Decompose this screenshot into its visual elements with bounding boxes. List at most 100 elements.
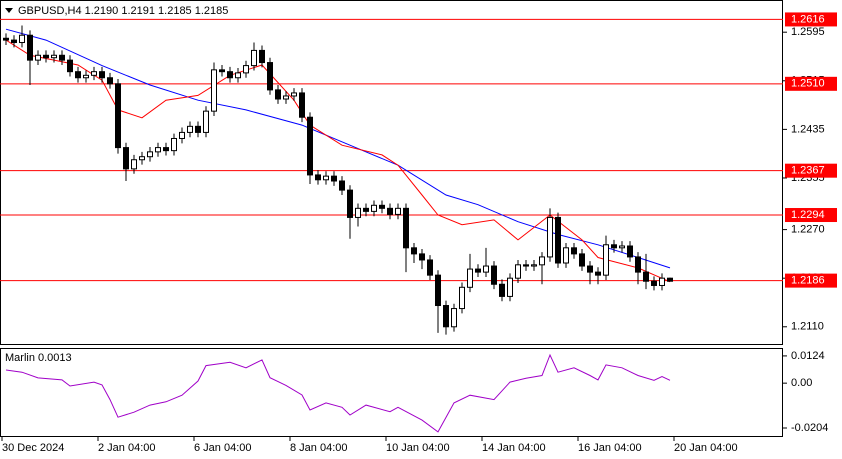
candle-body <box>627 245 633 258</box>
candle-body <box>371 204 377 212</box>
level-label: 1.2294 <box>791 209 825 221</box>
level-label-box <box>785 76 837 91</box>
indicator-title: Marlin 0.0013 <box>5 352 72 364</box>
candle-body <box>611 244 617 249</box>
candle-body <box>475 268 481 273</box>
y-tick-label: -0.0204 <box>791 422 828 434</box>
candle-body <box>155 147 161 153</box>
candle-body <box>35 54 41 61</box>
candle-body <box>363 207 369 212</box>
candle-body <box>323 175 329 181</box>
candle-body <box>27 34 33 61</box>
candle-body <box>659 277 665 286</box>
x-tick-label: 30 Dec 2024 <box>2 442 64 454</box>
candle-body <box>59 54 65 61</box>
candle-body <box>43 54 49 59</box>
candle-body <box>299 92 305 118</box>
candle-body <box>331 175 337 182</box>
candle-body <box>483 265 489 273</box>
candle-body <box>179 131 185 139</box>
candle-body <box>427 259 433 276</box>
candle-body <box>555 216 561 264</box>
candle-body <box>171 137 177 152</box>
candle-body <box>259 49 265 64</box>
candle-body <box>251 49 257 67</box>
candle-body <box>531 264 537 267</box>
moving-average <box>5 28 671 269</box>
y-tick-label: 0.0124 <box>791 350 825 362</box>
x-tick-label: 2 Jan 04:00 <box>98 442 156 454</box>
candle-body <box>459 286 465 310</box>
candle-body <box>491 265 497 285</box>
candle-body <box>19 34 25 44</box>
candle-body <box>163 147 169 152</box>
candle-body <box>619 245 625 249</box>
candle-body <box>579 253 585 267</box>
level-label: 1.2367 <box>791 165 825 177</box>
candle-body <box>67 59 73 73</box>
candle-body <box>387 207 393 215</box>
level-label-box <box>785 273 837 288</box>
candle-body <box>235 72 241 79</box>
candle-body <box>643 271 649 282</box>
candle-body <box>219 69 225 73</box>
indicator-line <box>5 353 671 433</box>
candle-body <box>395 207 401 215</box>
candle-body <box>91 71 97 76</box>
x-tick-label: 20 Jan 04:00 <box>674 442 738 454</box>
candle-body <box>187 125 193 133</box>
candle-body <box>339 180 345 191</box>
x-tick-label: 16 Jan 04:00 <box>578 442 642 454</box>
candle-body <box>115 83 121 149</box>
x-tick-label: 8 Jan 04:00 <box>290 442 348 454</box>
candle-body <box>563 247 569 264</box>
candle-body <box>203 110 209 133</box>
candle-body <box>267 62 273 91</box>
candle-body <box>379 204 385 209</box>
candle-body <box>195 125 201 133</box>
level-label-box <box>785 163 837 178</box>
candle-body <box>571 247 577 255</box>
candle-body <box>211 69 217 112</box>
candle-body <box>99 71 105 79</box>
candle-body <box>147 151 153 158</box>
candle-body <box>635 256 641 273</box>
candle-body <box>515 264 521 279</box>
y-tick-label: 1.2435 <box>791 123 825 135</box>
candle-body <box>507 277 513 297</box>
candle-body <box>307 116 313 176</box>
candle-body <box>587 265 593 273</box>
candle-body <box>603 244 609 276</box>
candle-body <box>51 54 57 59</box>
candle-body <box>131 159 137 170</box>
y-tick-label: 0.00 <box>791 377 812 389</box>
chart-title: GBPUSD,H4 1.2190 1.2191 1.2185 1.2185 <box>18 5 228 17</box>
candle-body <box>243 65 249 74</box>
x-tick-label: 10 Jan 04:00 <box>386 442 450 454</box>
candle-body <box>411 247 417 255</box>
candle-body <box>499 283 505 297</box>
candle-body <box>107 77 113 85</box>
y-tick-label: 1.2595 <box>791 26 825 38</box>
candle-body <box>75 71 81 79</box>
level-label: 1.2510 <box>791 78 825 90</box>
candle-body <box>315 174 321 181</box>
candle-body <box>667 277 673 282</box>
candle-body <box>3 37 9 41</box>
candle-body <box>435 274 441 307</box>
candle-body <box>419 253 425 261</box>
candle-body <box>11 39 17 44</box>
candle-body <box>539 256 545 266</box>
level-label: 1.2186 <box>791 275 825 287</box>
candle-body <box>275 89 281 100</box>
level-label-box <box>785 208 837 223</box>
candle-body <box>355 207 361 218</box>
candle-body <box>283 95 289 100</box>
candle-body <box>123 147 129 170</box>
candle-body <box>451 308 457 328</box>
candle-body <box>651 280 657 286</box>
collapse-triangle <box>5 8 13 13</box>
x-tick-label: 6 Jan 04:00 <box>194 442 252 454</box>
